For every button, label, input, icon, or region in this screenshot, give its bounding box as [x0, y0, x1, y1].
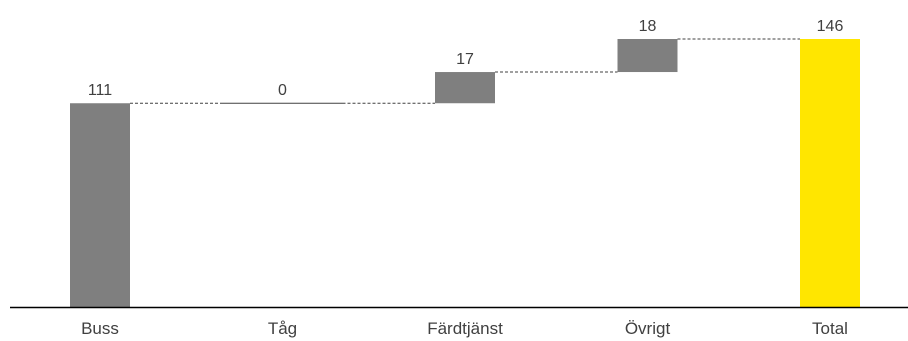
- bar-färdtjänst: [435, 72, 495, 104]
- bars-group: [70, 39, 860, 307]
- bar-övrigt: [617, 39, 678, 73]
- value-label: 18: [639, 18, 657, 35]
- category-label: Övrigt: [625, 319, 671, 338]
- value-label: 17: [456, 51, 474, 68]
- bar-total: [800, 39, 860, 307]
- value-label: 146: [817, 18, 844, 35]
- category-labels-group: Buss Tåg Färdtjänst Övrigt Total: [81, 319, 848, 338]
- category-label: Tåg: [268, 319, 297, 338]
- connector-lines: [130, 38, 800, 104]
- category-label: Buss: [81, 319, 119, 338]
- value-label: 111: [88, 82, 112, 99]
- category-label: Färdtjänst: [427, 319, 503, 338]
- bar-buss: [70, 103, 130, 307]
- value-labels-group: 111 0 17 18 146: [88, 18, 844, 99]
- category-label: Total: [812, 319, 848, 338]
- value-label: 0: [278, 82, 287, 99]
